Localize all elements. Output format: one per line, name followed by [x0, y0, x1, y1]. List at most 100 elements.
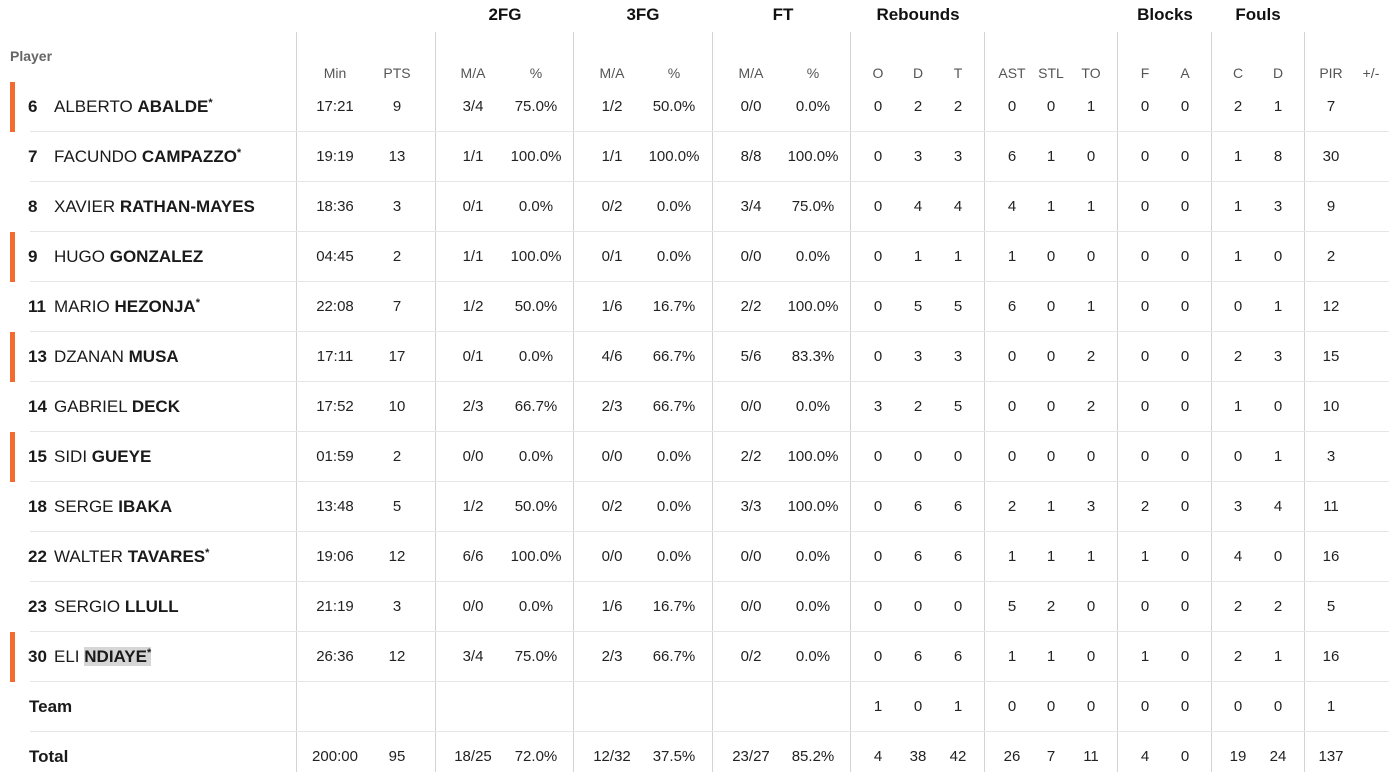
column-header-o[interactable]: O: [872, 65, 884, 81]
starter-star: *: [205, 547, 210, 559]
column-header-t[interactable]: T: [953, 65, 963, 81]
stat-ftp: 83.3%: [791, 348, 835, 365]
player-row[interactable]: 8 XAVIER RATHAN-MAYES 18:36 3 0/1 0.0% 0/2 0.0%…: [10, 182, 1389, 232]
stat-min: 19:19: [316, 148, 354, 165]
player-last-name-text: ABALDE: [137, 97, 209, 116]
player-last-name-text: GONZALEZ: [109, 247, 204, 266]
stat-min: 21:19: [316, 598, 354, 615]
player-name-link[interactable]: XAVIER RATHAN-MAYES: [54, 182, 255, 232]
stat-pts: 2: [392, 248, 402, 265]
column-header-f[interactable]: F: [1140, 65, 1150, 81]
player-name-link[interactable]: WALTER TAVARES*: [54, 532, 209, 582]
stat-min: 17:21: [316, 98, 354, 115]
stat-bf: 0: [1140, 248, 1150, 265]
column-header-ma[interactable]: M/A: [738, 65, 764, 81]
stat-to: 1: [1086, 198, 1096, 215]
player-last-name: GUEYE: [92, 447, 152, 466]
player-name-link[interactable]: ELI NDIAYE*: [54, 632, 152, 682]
column-header-pts[interactable]: PTS: [383, 65, 411, 81]
stat-stl: 1: [1046, 498, 1056, 515]
stat-fg3p: 0.0%: [656, 448, 692, 465]
player-name-link[interactable]: GABRIEL DECK: [54, 382, 180, 432]
stat-t: 0: [953, 448, 963, 465]
column-header-ma[interactable]: M/A: [599, 65, 625, 81]
stat-ast: 0: [1007, 448, 1017, 465]
player-name-link[interactable]: DZANAN MUSA: [54, 332, 179, 382]
stat-pts: 10: [388, 398, 406, 415]
column-header-to[interactable]: TO: [1081, 65, 1101, 81]
column-header-pct[interactable]: %: [806, 65, 820, 81]
player-last-name-text: DECK: [131, 397, 180, 416]
column-header-a[interactable]: A: [1180, 65, 1190, 81]
player-row[interactable]: 18 SERGE IBAKA 13:48 5 1/2 50.0% 0/2 0.0% 3/3 100…: [10, 482, 1389, 532]
stat-d: 0: [913, 448, 923, 465]
group-ft: FT: [772, 5, 794, 24]
stat-fg2: 0/0: [462, 448, 484, 465]
stat-ast: 0: [1007, 398, 1017, 415]
player-name-link[interactable]: ALBERTO ABALDE*: [54, 82, 213, 132]
player-last-name: HEZONJA*: [114, 297, 200, 316]
stat-pir: 15: [1322, 348, 1340, 365]
stat-fg2p: 75.0%: [514, 98, 558, 115]
stat-d: 0: [913, 698, 923, 715]
divider: [850, 32, 851, 772]
column-header-c[interactable]: C: [1232, 65, 1244, 81]
player-first-name: XAVIER: [54, 197, 116, 216]
stat-d: 5: [913, 298, 923, 315]
header-player: Player: [10, 48, 53, 64]
player-row[interactable]: 11 MARIO HEZONJA* 22:08 7 1/2 50.0% 1/6 16.7% 2/…: [10, 282, 1389, 332]
stat-to: 1: [1086, 548, 1096, 565]
column-header-pct[interactable]: %: [529, 65, 543, 81]
player-name-link[interactable]: HUGO GONZALEZ: [54, 232, 203, 282]
player-row[interactable]: 13 DZANAN MUSA 17:11 17 0/1 0.0% 4/6 66.7% 5/6 83…: [10, 332, 1389, 382]
stat-o: 0: [873, 548, 883, 565]
stat-fg2p: 50.0%: [514, 498, 558, 515]
player-name-link[interactable]: FACUNDO CAMPAZZO*: [54, 132, 241, 182]
player-row[interactable]: 15 SIDI GUEYE 01:59 2 0/0 0.0% 0/0 0.0% 2/2 100.0…: [10, 432, 1389, 482]
stat-fg3: 4/6: [601, 348, 623, 365]
player-first-name: DZANAN: [54, 347, 124, 366]
stat-fc: 0: [1233, 448, 1243, 465]
player-row[interactable]: 23 SERGIO LLULL 21:19 3 0/0 0.0% 1/6 16.7% 0/0 0.…: [10, 582, 1389, 632]
column-header-d[interactable]: D: [912, 65, 924, 81]
player-row[interactable]: 9 HUGO GONZALEZ 04:45 2 1/1 100.0% 0/1 0.0% 0/0 0…: [10, 232, 1389, 282]
column-header-pir[interactable]: PIR: [1319, 65, 1343, 81]
player-row[interactable]: 22 WALTER TAVARES* 19:06 12 6/6 100.0% 0/0 0.0%…: [10, 532, 1389, 582]
column-header-pct[interactable]: %: [667, 65, 681, 81]
stat-fg3p: 37.5%: [652, 748, 696, 765]
stat-stl: 0: [1046, 348, 1056, 365]
stat-ft: 3/3: [740, 498, 762, 515]
column-header-ast[interactable]: AST: [998, 65, 1026, 81]
starter-star: *: [195, 297, 200, 309]
column-header-min[interactable]: Min: [323, 65, 347, 81]
player-name-link[interactable]: MARIO HEZONJA*: [54, 282, 200, 332]
player-row[interactable]: 6 ALBERTO ABALDE* 17:21 9 3/4 75.0% 1/2 50.0% 0/…: [10, 82, 1389, 132]
column-header-pm[interactable]: +/-: [1362, 65, 1380, 81]
stat-t: 6: [953, 548, 963, 565]
player-row[interactable]: 7 FACUNDO CAMPAZZO* 19:19 13 1/1 100.0% 1/1 100…: [10, 132, 1389, 182]
stat-fg3p: 66.7%: [652, 648, 696, 665]
stat-ast: 1: [1007, 548, 1017, 565]
stat-d: 6: [913, 648, 923, 665]
column-header-fd[interactable]: D: [1272, 65, 1284, 81]
stat-to: 1: [1086, 98, 1096, 115]
stat-o: 0: [873, 198, 883, 215]
stat-ba: 0: [1180, 448, 1190, 465]
stat-fg3p: 0.0%: [656, 548, 692, 565]
stat-pts: 5: [392, 498, 402, 515]
player-name-link[interactable]: SERGIO LLULL: [54, 582, 179, 632]
stat-o: 0: [873, 348, 883, 365]
stat-ftp: 100.0%: [787, 448, 839, 465]
column-header-stl[interactable]: STL: [1038, 65, 1064, 81]
starter-marker: [10, 332, 15, 382]
stat-fg3p: 50.0%: [652, 98, 696, 115]
stat-fd: 2: [1273, 598, 1283, 615]
stat-fg3: 0/2: [601, 198, 623, 215]
player-row[interactable]: 14 GABRIEL DECK 17:52 10 2/3 66.7% 2/3 66.7% 0/0…: [10, 382, 1389, 432]
stat-fd: 1: [1273, 448, 1283, 465]
player-name-link[interactable]: SIDI GUEYE: [54, 432, 151, 482]
stat-fd: 4: [1273, 498, 1283, 515]
column-header-ma[interactable]: M/A: [460, 65, 486, 81]
player-row[interactable]: 30 ELI NDIAYE* 26:36 12 3/4 75.0% 2/3 66.7% 0/2 0…: [10, 632, 1389, 682]
player-name-link[interactable]: SERGE IBAKA: [54, 482, 172, 532]
